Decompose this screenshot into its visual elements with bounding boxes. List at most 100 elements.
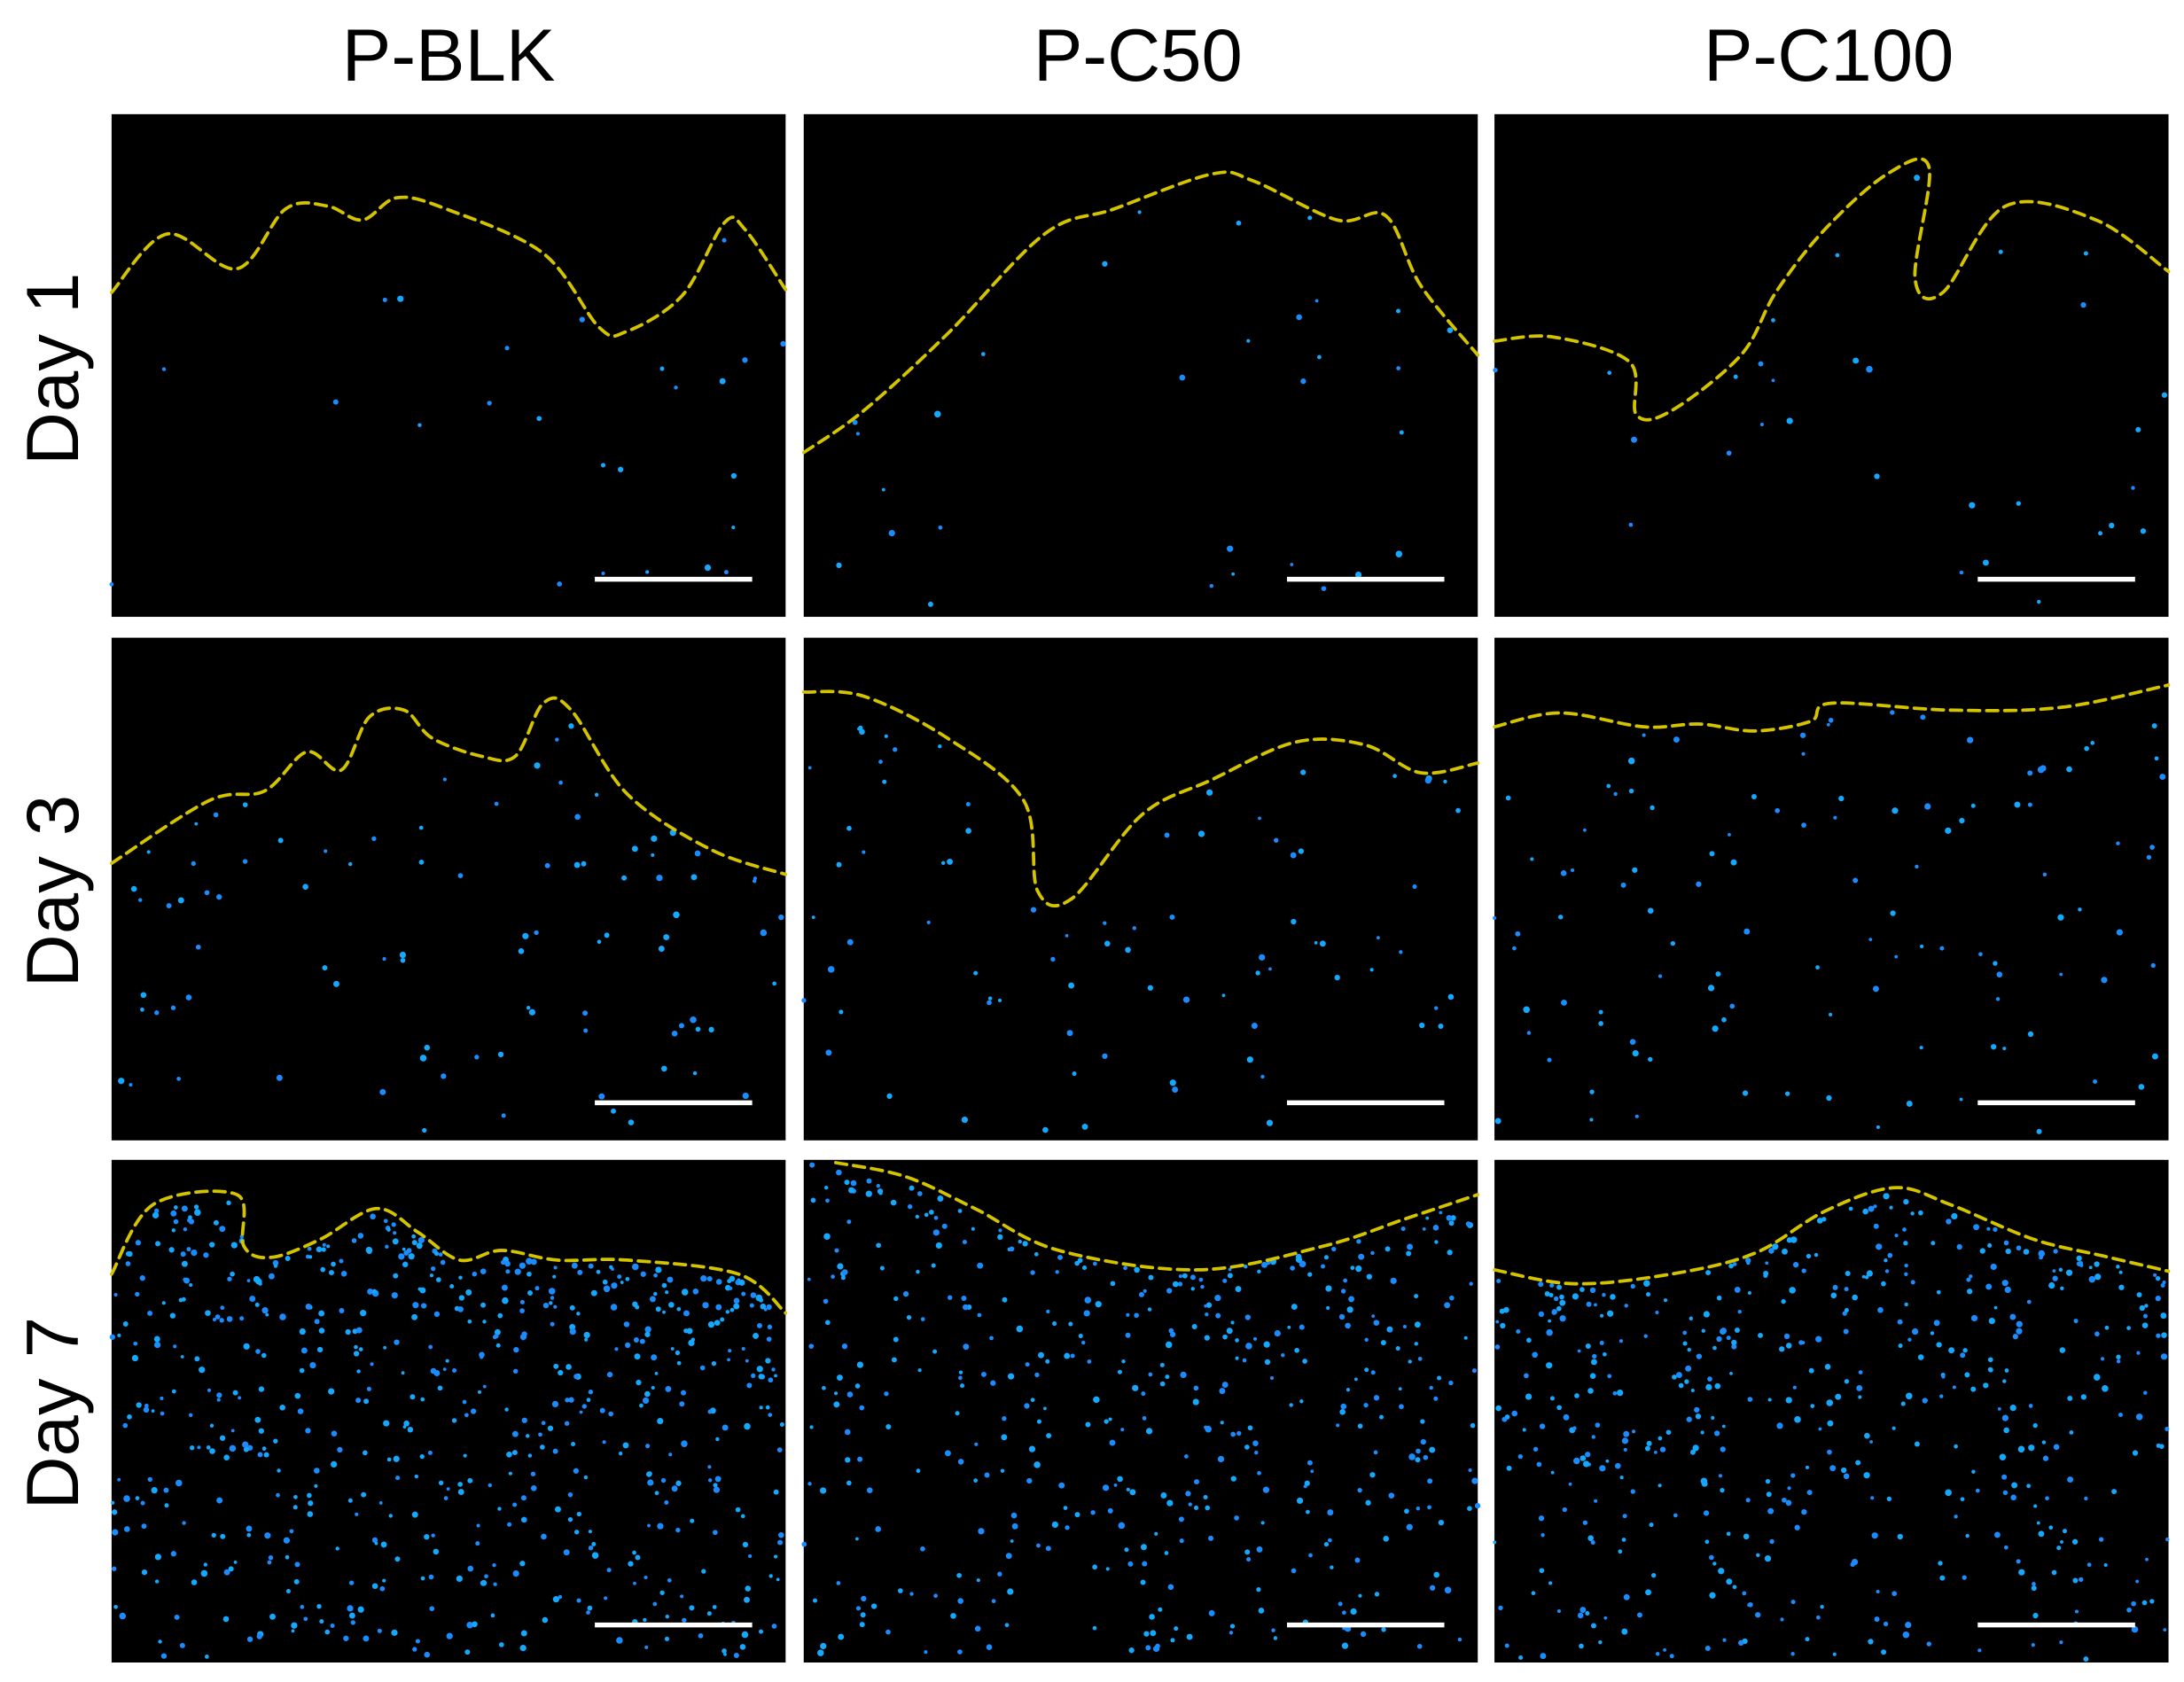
cell-dot bbox=[308, 1255, 313, 1259]
cell-dot bbox=[2031, 1643, 2035, 1647]
cell-dot bbox=[472, 1271, 478, 1277]
cell-dot bbox=[1494, 1117, 1502, 1125]
cell-dot bbox=[213, 812, 219, 818]
cell-dot bbox=[276, 1074, 283, 1081]
cell-dot bbox=[393, 1231, 397, 1235]
cell-dot bbox=[1182, 1273, 1188, 1279]
cell-dot bbox=[977, 1262, 984, 1269]
cell-dot bbox=[1121, 1359, 1126, 1364]
cell-dot bbox=[819, 1487, 827, 1494]
cell-dot bbox=[1869, 1440, 1873, 1444]
cell-dot bbox=[731, 526, 736, 530]
cell-dot bbox=[2093, 1079, 2098, 1085]
cell-dot bbox=[855, 1537, 859, 1541]
cell-dot bbox=[2041, 1440, 2047, 1444]
cell-dot bbox=[1801, 1509, 1807, 1515]
cell-dot bbox=[1228, 1267, 1232, 1272]
cell-dot bbox=[1941, 1374, 1946, 1379]
cell-dot bbox=[226, 1200, 231, 1206]
cell-dot bbox=[2002, 1490, 2008, 1495]
cell-dot bbox=[127, 1250, 133, 1258]
cell-dot bbox=[825, 1049, 832, 1056]
cell-dot bbox=[307, 1511, 314, 1517]
cell-dot bbox=[680, 1594, 684, 1599]
cell-dot bbox=[860, 1612, 866, 1618]
cell-dot bbox=[1299, 1399, 1304, 1404]
cell-dot bbox=[366, 1386, 371, 1391]
cell-dot bbox=[1102, 1484, 1110, 1491]
cell-dot bbox=[665, 1614, 669, 1619]
cell-dot bbox=[445, 1359, 449, 1363]
cell-dot bbox=[1317, 354, 1322, 360]
cell-dot bbox=[350, 1620, 355, 1625]
cell-dot bbox=[467, 1319, 472, 1324]
cell-dot bbox=[1177, 1281, 1183, 1287]
cell-dot bbox=[846, 825, 852, 831]
cell-dot bbox=[1300, 769, 1306, 775]
cell-dot bbox=[1658, 1436, 1663, 1441]
cell-dot bbox=[997, 1234, 1003, 1240]
cell-dot bbox=[1876, 1589, 1880, 1594]
cell-dot bbox=[197, 1445, 201, 1450]
cell-dot bbox=[1281, 1353, 1285, 1358]
cell-dot bbox=[1185, 1491, 1191, 1497]
cell-dot bbox=[228, 1566, 234, 1572]
cell-dot bbox=[657, 1522, 664, 1530]
cell-dot bbox=[893, 1296, 899, 1302]
cell-dot bbox=[1642, 733, 1646, 737]
cell-dot bbox=[398, 1253, 405, 1260]
cell-dot bbox=[1077, 1258, 1083, 1264]
cell-dot bbox=[856, 1361, 864, 1368]
cell-dot bbox=[1432, 1225, 1439, 1231]
cell-dot bbox=[1178, 1516, 1184, 1522]
cell-dot bbox=[961, 1295, 967, 1301]
cell-dot bbox=[1852, 357, 1860, 364]
cell-dot bbox=[574, 814, 581, 821]
cell-dot bbox=[1357, 1487, 1362, 1493]
cell-dot bbox=[1669, 1654, 1674, 1659]
cell-dot bbox=[1150, 1630, 1157, 1637]
cell-dot bbox=[1159, 1362, 1165, 1367]
cell-dot bbox=[1399, 430, 1404, 435]
cell-dot bbox=[1205, 1312, 1209, 1317]
cell-dot bbox=[836, 1581, 841, 1585]
cell-dot bbox=[702, 1302, 709, 1309]
cell-dot bbox=[188, 1219, 195, 1225]
cell-dot bbox=[212, 1317, 217, 1322]
cell-dot bbox=[1758, 361, 1764, 367]
cell-dot bbox=[645, 570, 650, 574]
cell-dot bbox=[1165, 1341, 1173, 1349]
cell-dot bbox=[1208, 1609, 1215, 1616]
cell-dot bbox=[707, 1409, 713, 1414]
cell-dot bbox=[1254, 1451, 1259, 1455]
cell-dot bbox=[458, 1295, 465, 1301]
tissue-boundary-line bbox=[1493, 157, 2171, 422]
cell-dot bbox=[1628, 522, 1634, 527]
cell-dot bbox=[1546, 1328, 1553, 1336]
cell-dot bbox=[1307, 1272, 1313, 1277]
cell-dot bbox=[1835, 1393, 1842, 1400]
cell-dot bbox=[1936, 1342, 1942, 1348]
cell-dot bbox=[2012, 1334, 2018, 1340]
cell-dot bbox=[686, 1328, 693, 1335]
cell-dot bbox=[458, 1275, 463, 1280]
cell-dot bbox=[690, 1337, 696, 1342]
cell-dot bbox=[1260, 1521, 1265, 1525]
cell-dot bbox=[1983, 1382, 1989, 1389]
cell-dot bbox=[1629, 1039, 1636, 1046]
cell-dot bbox=[1988, 1367, 1993, 1373]
cell-dot bbox=[2164, 1427, 2170, 1432]
cell-dot bbox=[573, 861, 581, 868]
cell-dot bbox=[1518, 1655, 1524, 1661]
cell-dot bbox=[1781, 1298, 1786, 1304]
cell-dot bbox=[2032, 1612, 2039, 1619]
cell-dot bbox=[1655, 1310, 1659, 1315]
cell-dot bbox=[583, 1475, 589, 1480]
cell-dot bbox=[494, 1334, 499, 1339]
cell-dot bbox=[1779, 1346, 1785, 1352]
cell-dot bbox=[1517, 1453, 1523, 1460]
cell-dot bbox=[1274, 837, 1279, 843]
cell-dot bbox=[1340, 1403, 1347, 1410]
cell-dot bbox=[393, 1455, 400, 1462]
cell-dot bbox=[1016, 1325, 1024, 1333]
